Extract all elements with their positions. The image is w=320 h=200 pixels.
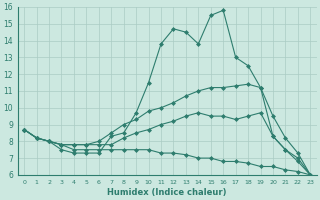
X-axis label: Humidex (Indice chaleur): Humidex (Indice chaleur) [108,188,227,197]
